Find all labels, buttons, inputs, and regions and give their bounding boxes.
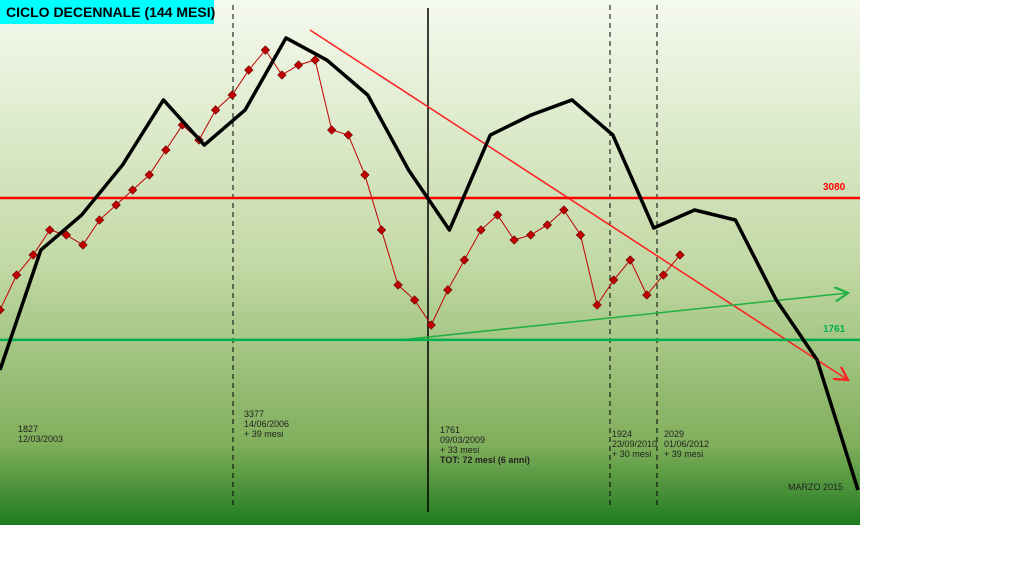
trend-line xyxy=(399,293,848,341)
price-marker xyxy=(94,215,105,225)
annotation: + 30 mesi xyxy=(612,449,651,459)
price-marker xyxy=(476,225,486,235)
price-marker xyxy=(161,145,171,155)
annotation: 12/03/2003 xyxy=(18,434,63,444)
annotation: + 33 mesi xyxy=(440,445,479,455)
plot xyxy=(232,5,848,512)
price-marker xyxy=(360,170,370,180)
annotation: + 39 mesi xyxy=(664,449,703,459)
price-marker xyxy=(625,255,635,265)
title-box xyxy=(0,0,214,24)
price-marker xyxy=(526,230,536,240)
price-marker xyxy=(144,170,154,180)
price-marker xyxy=(376,225,387,235)
chart-title: CICLO DECENNALE (144 MESI) xyxy=(6,4,215,20)
price-marker xyxy=(675,250,685,260)
annotation: MARZO 2015 xyxy=(788,482,843,492)
price-marker xyxy=(260,45,271,55)
annotation: 1924 xyxy=(612,429,632,439)
price-marker xyxy=(575,230,586,240)
price-marker xyxy=(459,255,470,265)
price-marker xyxy=(343,130,353,140)
level-label: 1761 xyxy=(823,324,846,335)
price-marker xyxy=(11,270,22,280)
annotation: + 39 mesi xyxy=(244,429,283,439)
price-marker xyxy=(111,200,121,210)
annotation: 09/03/2009 xyxy=(440,435,485,445)
price-marker xyxy=(492,210,503,220)
price-marker xyxy=(409,295,420,305)
annotation: TOT: 72 mesi (6 anni) xyxy=(440,455,530,465)
price-marker xyxy=(426,320,436,330)
price-marker xyxy=(78,240,88,250)
price-marker xyxy=(443,285,453,295)
price-marker xyxy=(509,235,519,245)
price-marker xyxy=(0,305,5,315)
annotation: 1761 xyxy=(440,425,460,435)
price-marker xyxy=(642,290,652,300)
price-marker xyxy=(542,220,552,230)
price-marker xyxy=(608,275,619,285)
price-marker xyxy=(658,270,669,280)
series-line xyxy=(0,49,681,326)
price-marker xyxy=(28,250,38,260)
annotation: 23/09/2010 xyxy=(612,439,657,449)
price-marker xyxy=(277,70,287,80)
price-marker xyxy=(393,280,403,290)
price-marker xyxy=(227,90,237,100)
price-marker xyxy=(293,60,304,70)
price-marker xyxy=(45,225,55,235)
annotation: 1827 xyxy=(18,424,38,434)
price-marker xyxy=(310,55,320,65)
annotation: 3377 xyxy=(244,409,264,419)
annotation: 01/06/2012 xyxy=(664,439,709,449)
trend-line xyxy=(309,29,848,380)
annotation: 14/06/2006 xyxy=(244,419,289,429)
price-marker xyxy=(559,205,569,215)
price-marker xyxy=(327,125,337,135)
series-line xyxy=(0,36,860,491)
price-marker xyxy=(128,185,138,195)
price-marker xyxy=(244,65,254,75)
plot-background xyxy=(0,0,860,525)
level-label: 3080 xyxy=(823,182,846,193)
price-marker xyxy=(210,105,221,115)
price-marker xyxy=(61,230,72,240)
annotation: 2029 xyxy=(664,429,684,439)
price-marker xyxy=(592,300,602,310)
